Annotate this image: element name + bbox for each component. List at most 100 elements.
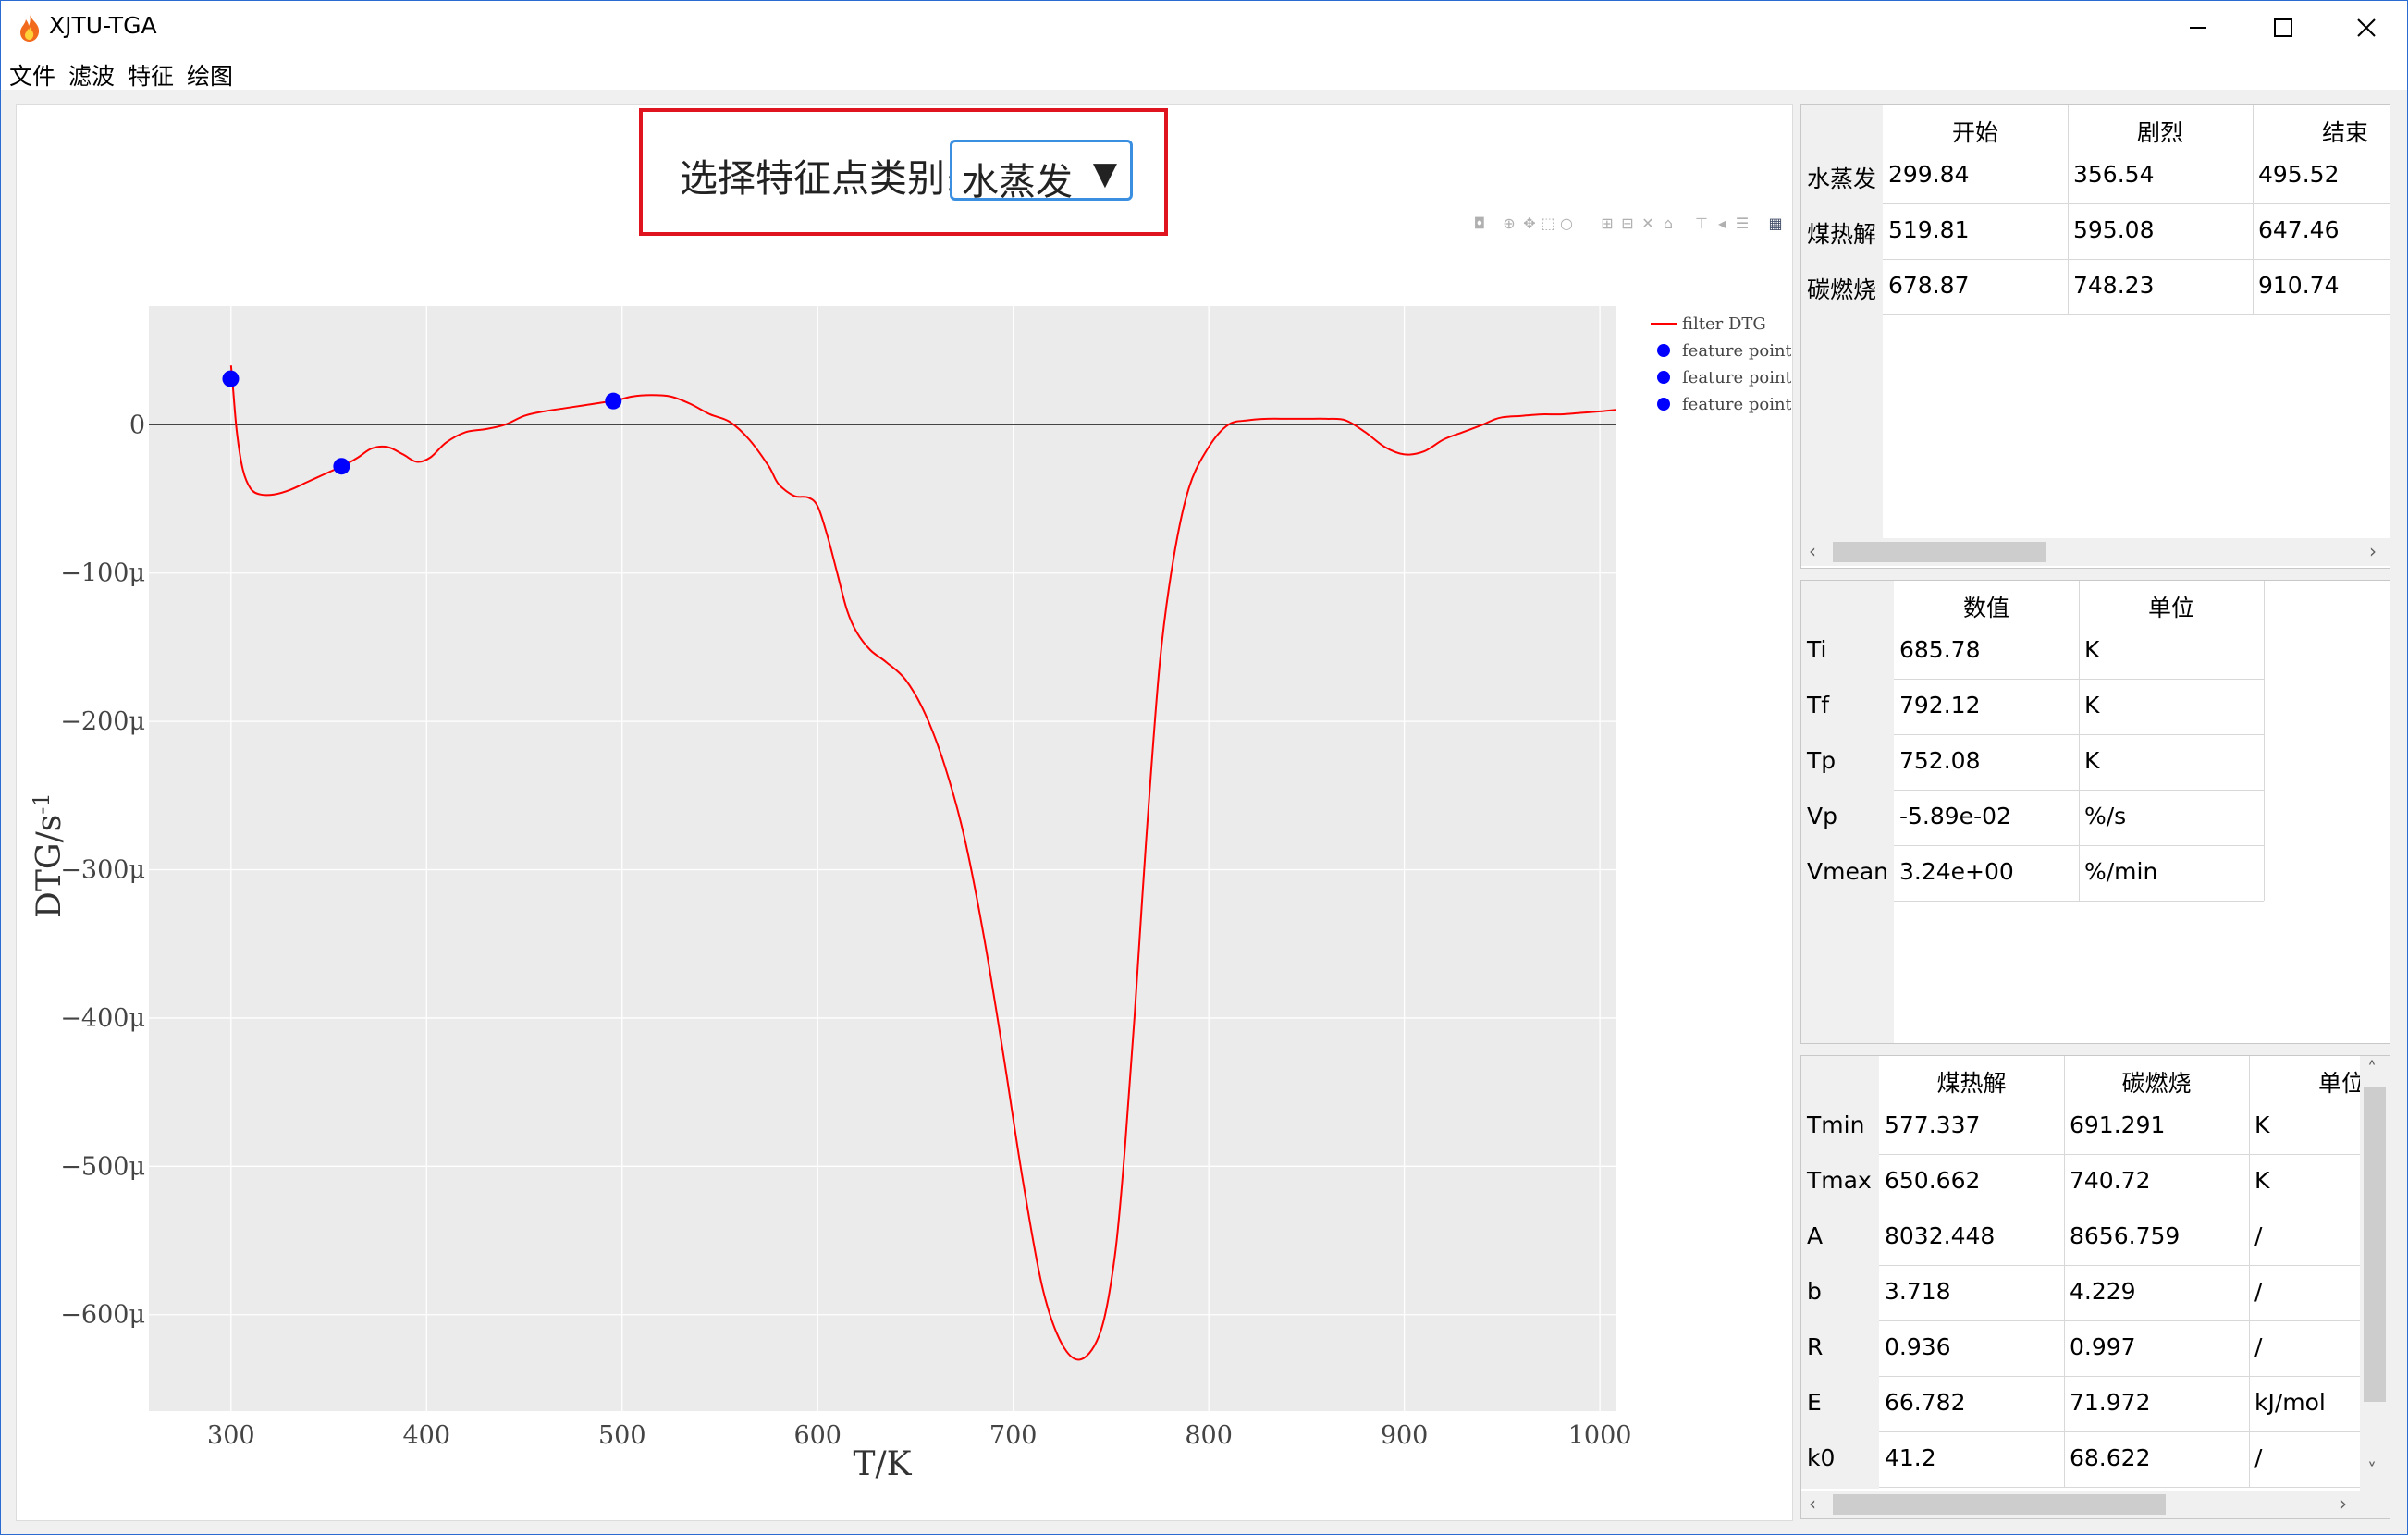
column-header[interactable]: 数值 [1962,595,2009,621]
row-divider [1879,1376,2360,1377]
column-header[interactable]: 剧烈 [2136,119,2183,146]
scroll-right-icon[interactable]: › [2369,540,2377,562]
column-header[interactable]: 碳燃烧 [2121,1070,2192,1097]
table-cell[interactable]: K [2084,747,2100,774]
spike-lines-icon[interactable]: ⊤ [1695,215,1708,232]
pan-icon[interactable]: ✥ [1523,215,1536,232]
table-cell[interactable]: 910.74 [2258,272,2340,299]
row-divider [1894,679,2264,680]
scroll-thumb[interactable] [1833,542,2046,562]
table-cell[interactable]: 3.24e+00 [1899,858,2014,885]
table-cell[interactable]: 0.997 [2070,1333,2136,1360]
zoom-in-icon[interactable]: ⊞ [1601,215,1614,232]
scroll-left-icon[interactable]: ‹ [1809,1492,1816,1515]
table-cell[interactable]: 495.52 [2258,161,2340,188]
table-cell[interactable]: 595.08 [2073,216,2155,243]
table-cell[interactable]: / [2254,1444,2263,1471]
scroll-up-icon[interactable]: ˄ [2367,1058,2377,1080]
feature-points [222,370,622,475]
table-cell[interactable]: 740.72 [2070,1167,2151,1194]
y-tick-label: −400μ [60,1004,145,1033]
legend-item-label[interactable]: feature point [1682,368,1791,387]
column-header[interactable]: 单位 [2147,595,2194,621]
table-cell[interactable]: 4.229 [2070,1278,2136,1305]
menu-plot[interactable]: 绘图 [187,63,234,90]
table-cell[interactable]: / [2254,1333,2263,1360]
minimize-icon [2190,27,2206,29]
box-select-icon[interactable]: ⬚ [1541,215,1555,232]
close-button[interactable] [2324,1,2408,55]
table-cell[interactable]: 647.46 [2258,216,2340,243]
x-tick-label: 600 [793,1421,842,1450]
scroll-thumb[interactable] [2364,1087,2386,1402]
table-cell[interactable]: 748.23 [2073,272,2155,299]
vertical-scrollbar[interactable]: ˄ ˅ [2360,1056,2390,1491]
autoscale-icon[interactable]: ✕ [1641,215,1654,232]
table-cell[interactable]: 299.84 [1888,161,1970,188]
feature-type-dropdown[interactable]: 水蒸发 ▼ [950,140,1133,203]
table-cell[interactable]: 68.622 [2070,1444,2151,1471]
table-cell[interactable]: 678.87 [1888,272,1970,299]
plotly-logo-icon[interactable]: ▦ [1768,215,1783,232]
scroll-down-icon[interactable]: ˅ [2367,1459,2377,1481]
row-header: Tmin [1807,1111,1865,1138]
column-header[interactable]: 结束 [2321,119,2368,146]
table-cell[interactable]: K [2254,1167,2270,1194]
table-cell[interactable]: K [2084,692,2100,718]
column-header[interactable]: 开始 [1951,119,1998,146]
table-cell[interactable]: 66.782 [1885,1389,1966,1416]
feature-point-marker-3[interactable] [605,392,622,410]
table-cell[interactable]: 752.08 [1899,747,1981,774]
zoom-icon[interactable]: ⊕ [1503,215,1516,232]
table-cell[interactable]: 577.337 [1885,1111,1981,1138]
scroll-right-icon[interactable]: › [2340,1492,2347,1515]
table-cell[interactable]: 3.718 [1885,1278,1951,1305]
table-cell[interactable]: 356.54 [2073,161,2155,188]
table-cell[interactable]: 71.972 [2070,1389,2151,1416]
menu-filter[interactable]: 滤波 [68,63,116,90]
row-divider [1883,314,2390,315]
legend-item-label[interactable]: filter DTG [1682,314,1766,334]
maximize-button[interactable] [2241,1,2326,55]
scroll-thumb[interactable] [1833,1494,2166,1515]
legend-item-label[interactable]: feature point [1682,395,1791,414]
table-cell[interactable]: 0.936 [1885,1333,1951,1360]
legend-item-label[interactable]: feature point [1682,341,1791,361]
table-cell[interactable]: 41.2 [1885,1444,1936,1471]
menu-feature[interactable]: 特征 [128,63,175,90]
horizontal-scrollbar[interactable]: ‹ › [1801,538,2390,566]
camera-icon[interactable]: ◘ [1473,215,1486,232]
lasso-icon[interactable]: ○ [1560,215,1573,232]
column-header[interactable]: 单位 [2317,1070,2365,1097]
home-icon[interactable]: ⌂ [1663,215,1674,232]
table-cell[interactable]: K [2254,1111,2270,1138]
minimize-button[interactable] [2156,1,2241,55]
table-cell[interactable]: 8032.448 [1885,1222,1996,1249]
menu-file[interactable]: 文件 [9,63,56,90]
table-cell[interactable]: 519.81 [1888,216,1970,243]
table-cell[interactable]: 8656.759 [2070,1222,2181,1249]
y-tick-label: −500μ [60,1152,145,1181]
scroll-left-icon[interactable]: ‹ [1809,540,1816,562]
feature-point-marker-1[interactable] [222,370,240,387]
horizontal-scrollbar[interactable]: ‹ › [1801,1491,2390,1518]
column-header[interactable]: 煤热解 [1936,1070,2007,1097]
table-cell[interactable]: 650.662 [1885,1167,1981,1194]
table-cell[interactable]: 792.12 [1899,692,1981,718]
table-cell[interactable]: %/min [2084,858,2158,885]
x-tick-label: 500 [598,1421,646,1450]
table-cell[interactable]: -5.89e-02 [1899,803,2011,829]
table-cell[interactable]: kJ/mol [2254,1389,2326,1416]
table-cell[interactable]: 685.78 [1899,636,1981,663]
table-cell[interactable]: / [2254,1222,2263,1249]
hover-compare-icon[interactable]: ☰ [1735,215,1750,232]
row-header: Tmax [1807,1167,1872,1194]
feature-point-marker-2[interactable] [333,458,350,475]
table-cell[interactable]: / [2254,1278,2263,1305]
table-cell[interactable]: 691.291 [2070,1111,2166,1138]
table-cell[interactable]: %/s [2084,803,2127,829]
zoom-out-icon[interactable]: ⊟ [1621,215,1634,232]
hover-closest-icon[interactable]: ◂ [1717,215,1726,232]
table-cell[interactable]: K [2084,636,2100,663]
row-divider [1879,1320,2360,1321]
